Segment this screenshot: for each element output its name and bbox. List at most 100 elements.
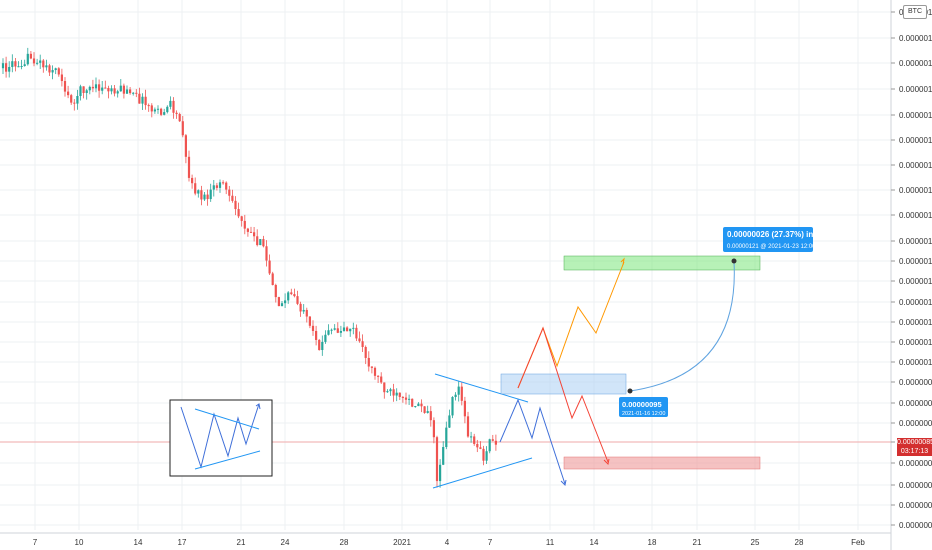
- candle-body: [153, 109, 156, 112]
- neutral-arrow-head: [560, 479, 567, 487]
- candle-body: [389, 389, 392, 392]
- candle-body: [14, 61, 17, 67]
- candle-body: [246, 228, 249, 232]
- candle-body: [470, 436, 473, 438]
- x-tick-label: 28: [795, 538, 804, 547]
- candle-body: [187, 156, 191, 178]
- candle-body: [479, 447, 482, 449]
- y-tick-label: 0.00000081: [899, 459, 932, 468]
- candle-body: [144, 96, 147, 106]
- measure-title-text: 0.00000026 (27.37%) in 7d: [727, 230, 825, 239]
- candle-body: [113, 88, 116, 94]
- x-tick-label: 28: [340, 538, 349, 547]
- candle-body: [302, 309, 305, 312]
- measure-badge: [723, 227, 813, 252]
- candle-body: [404, 397, 408, 400]
- candle-body: [339, 330, 342, 333]
- candle-body: [129, 89, 132, 94]
- candle-body: [240, 216, 243, 221]
- candle-body: [293, 294, 296, 297]
- y-tick-label: 0.00000069: [899, 521, 932, 530]
- candle-body: [147, 105, 150, 107]
- y-tick-label: 0.00000089: [899, 419, 932, 428]
- candle-body: [336, 328, 339, 333]
- candle-body: [299, 303, 302, 312]
- candle-body: [256, 236, 259, 246]
- candle-body: [163, 112, 166, 115]
- x-tick-label: 4: [445, 538, 450, 547]
- x-tick-label: 2021: [393, 538, 411, 547]
- candle-body: [166, 106, 169, 113]
- candle-body: [417, 403, 420, 407]
- x-tick-label: 25: [751, 538, 760, 547]
- candle-body: [370, 366, 373, 368]
- candle-body: [135, 92, 138, 94]
- measure-detail-text: 0.00000121 @ 2021-01-23 12:00: [727, 244, 816, 250]
- neutral-projection-path: [499, 398, 566, 485]
- candle-body: [377, 375, 380, 377]
- x-tick-label: 14: [134, 538, 143, 547]
- candle-body: [45, 65, 48, 68]
- candle-body: [107, 88, 110, 92]
- candle-body: [352, 327, 355, 329]
- candle-body: [156, 108, 160, 110]
- candle-body: [23, 64, 26, 67]
- y-tick-label: 0.00000073: [899, 501, 932, 510]
- y-tick-label: 0.00000155: [899, 85, 932, 94]
- candle-body: [296, 296, 299, 304]
- candle-body: [482, 448, 485, 461]
- y-tick-label: 0.00000160: [899, 59, 932, 68]
- candle-body: [212, 185, 215, 190]
- candle-body: [234, 200, 237, 210]
- candle-body: [203, 194, 206, 200]
- y-tick-label: 0.00000093: [899, 399, 932, 408]
- candle-body: [383, 382, 386, 393]
- candle-body: [8, 66, 11, 72]
- y-tick-label: 0.00000125: [899, 237, 932, 246]
- candle-body: [225, 182, 228, 190]
- candle-body: [262, 239, 265, 247]
- candle-body: [191, 177, 194, 184]
- y-tick-label: 0.00000150: [899, 111, 932, 120]
- x-tick-label: 11: [546, 538, 555, 547]
- candle-body: [408, 398, 411, 400]
- candle-body: [76, 96, 79, 104]
- x-tick-label: 21: [237, 538, 246, 547]
- candle-body: [439, 464, 442, 482]
- y-tick-label: 0.00000113: [899, 298, 932, 307]
- candle-body: [60, 74, 63, 82]
- y-tick-label: 0.00000101: [899, 358, 932, 367]
- x-tick-label: 7: [488, 538, 493, 547]
- candle-body: [169, 100, 172, 107]
- candle-body: [423, 406, 426, 413]
- wedge-upper-line: [434, 373, 529, 403]
- candle-body: [265, 246, 268, 261]
- entry-zone: [500, 373, 627, 395]
- point-date-text: 2021-01-16 12:00: [622, 411, 665, 417]
- candle-body: [17, 66, 20, 68]
- candle-body: [231, 195, 234, 201]
- candle-body: [318, 339, 321, 351]
- candle-body: [333, 328, 336, 330]
- candle-body: [277, 297, 280, 307]
- candle-body: [32, 58, 36, 64]
- candle-body: [485, 451, 488, 461]
- candle-body: [172, 100, 175, 113]
- candle-body: [67, 91, 70, 96]
- candle-body: [395, 392, 398, 396]
- candle-body: [26, 53, 29, 65]
- currency-badge[interactable]: BTC: [903, 5, 927, 19]
- candle-body: [274, 284, 277, 298]
- candle-body: [200, 190, 203, 200]
- candle-body: [473, 436, 476, 444]
- candle-body: [222, 182, 225, 184]
- candle-body: [308, 316, 311, 326]
- candle-body: [178, 113, 181, 122]
- candle-body: [70, 95, 73, 103]
- bearish-arrow-head: [603, 458, 610, 466]
- candle-body: [491, 439, 494, 441]
- candle-body: [411, 398, 414, 407]
- candle-body: [420, 403, 423, 407]
